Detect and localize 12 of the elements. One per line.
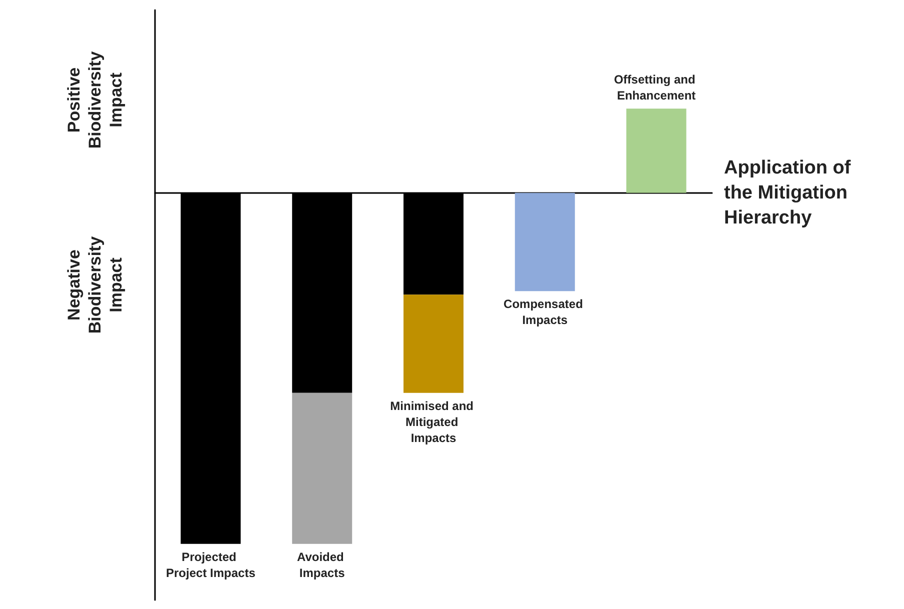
x-tick-label: Offsetting and Enhancement (614, 72, 699, 103)
x-tick-label: Minimised and Mitigated Impacts (390, 398, 477, 445)
text: Positive Biodiversity Impact (64, 50, 126, 149)
x-tick-label: Projected Project Impacts (166, 550, 256, 580)
bar (292, 392, 352, 544)
x-axis-title: Application of the Mitigation Hierarchy (724, 157, 852, 228)
bar (404, 294, 464, 393)
bar (626, 108, 686, 193)
x-tick-label: Avoided Impacts (296, 550, 348, 580)
x-tick-label: Compensated Impacts (504, 297, 586, 328)
bar (514, 192, 575, 292)
text: Negative Biodiversity Impact (64, 236, 126, 334)
